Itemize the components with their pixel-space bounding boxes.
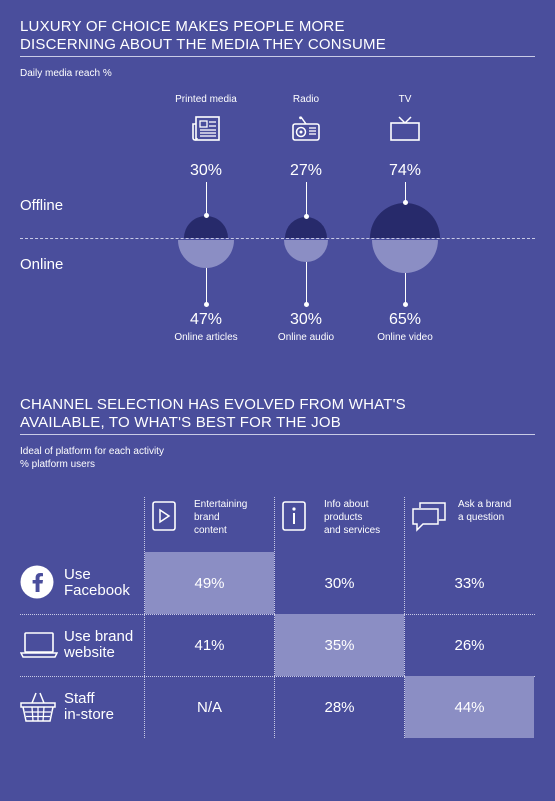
table-cell: 44%: [405, 676, 534, 738]
offline-value-label: 30%: [189, 162, 223, 179]
row-label: Staff in-store: [64, 691, 114, 723]
table-cell: N/A: [196, 698, 222, 716]
online-leader-dot: [304, 302, 309, 307]
column-header-line: Info about: [324, 499, 369, 510]
section1-rule: [20, 56, 535, 57]
column-header-line: Ask a brand: [458, 499, 512, 510]
radio-icon: [291, 116, 321, 142]
online-leader-dot: [403, 302, 408, 307]
section2-title-line1: CHANNEL SELECTION HAS EVOLVED FROM WHAT'…: [20, 396, 406, 413]
offline-leader-dot: [204, 212, 209, 218]
laptop-icon: [20, 632, 58, 658]
offline-semicircle: [183, 215, 229, 238]
row-label: Use Facebook: [64, 567, 130, 599]
online-leader-dot: [204, 302, 209, 307]
table-row-divider: [20, 676, 535, 677]
online-value-label: 65%: [388, 311, 422, 328]
offline-media-label: Radio: [292, 94, 320, 105]
section2-title: CHANNEL SELECTION HAS EVOLVED FROM WHAT'…: [20, 396, 406, 432]
online-media-label: Online video: [377, 332, 433, 343]
section2-subtitle: Ideal of platform for each activity % pl…: [20, 445, 164, 471]
column-header: Entertaining brand content: [194, 498, 247, 537]
section1-subtitle: Daily media reach %: [20, 68, 112, 79]
table-cell: 41%: [194, 636, 225, 654]
table-column-divider: [274, 497, 275, 738]
column-header: Ask a brand a question: [458, 498, 511, 524]
online-semicircle: [371, 240, 439, 274]
offline-media-label: TV: [398, 94, 412, 105]
offline-semicircle: [284, 216, 328, 238]
table-cell: 49%: [145, 552, 274, 614]
offline-online-divider: [20, 238, 535, 239]
column-header-line: a question: [458, 512, 505, 523]
row-label-line: Use brand: [64, 628, 134, 645]
table-cell: 33%: [454, 574, 485, 592]
column-header-line: products: [324, 512, 363, 523]
online-semicircle: [177, 240, 235, 269]
online-value-label: 30%: [289, 311, 323, 328]
column-header-line: and services: [324, 525, 381, 536]
basket-icon: [20, 691, 56, 723]
online-leader-line: [306, 262, 307, 305]
chat-icon: [412, 502, 446, 532]
facebook-icon: [20, 565, 54, 599]
online-leader-line: [405, 273, 406, 305]
column-header: Info about products and services: [324, 498, 380, 537]
info-icon: [282, 501, 306, 531]
row-label-line: Facebook: [64, 582, 130, 599]
table-column-divider: [144, 497, 145, 738]
section1-title: LUXURY OF CHOICE MAKES PEOPLE MORE DISCE…: [20, 18, 386, 54]
online-label: Online: [20, 256, 64, 273]
offline-value-label: 27%: [289, 162, 323, 179]
offline-value-label: 74%: [388, 162, 422, 179]
table-cell: 30%: [324, 574, 355, 592]
table-column-divider: [404, 497, 405, 738]
column-header-line: Entertaining: [194, 499, 248, 510]
row-label-line: Use: [64, 566, 91, 583]
offline-leader-line: [206, 182, 207, 216]
online-semicircle: [283, 240, 329, 263]
row-label-line: in-store: [64, 706, 115, 723]
online-media-label: Online audio: [277, 332, 335, 343]
row-label-line: Staff: [64, 690, 95, 707]
play-icon: [152, 501, 176, 531]
offline-leader-line: [405, 182, 406, 203]
section2-subtitle-line1: Ideal of platform for each activity: [20, 446, 164, 457]
table-cell: 26%: [454, 636, 485, 654]
section1-title-line2: DISCERNING ABOUT THE MEDIA THEY CONSUME: [20, 36, 386, 53]
column-header-line: brand: [194, 512, 220, 523]
column-header-line: content: [194, 525, 227, 536]
tv-icon: [390, 116, 420, 142]
section2-subtitle-line2: % platform users: [20, 459, 96, 470]
newspaper-icon: [191, 116, 221, 142]
offline-leader-dot: [403, 199, 408, 205]
section1-title-line1: LUXURY OF CHOICE MAKES PEOPLE MORE: [20, 18, 345, 35]
table-cell: 35%: [275, 614, 404, 676]
row-label-line: website: [64, 644, 115, 661]
offline-leader-line: [306, 182, 307, 217]
offline-semicircle: [369, 202, 441, 238]
row-label: Use brand website: [64, 629, 133, 661]
section2-title-line2: AVAILABLE, TO WHAT'S BEST FOR THE JOB: [20, 414, 341, 431]
offline-label: Offline: [20, 197, 64, 214]
table-cell: 28%: [324, 698, 355, 716]
section2-rule: [20, 434, 535, 435]
offline-media-label: Printed media: [175, 94, 237, 105]
online-media-label: Online articles: [174, 332, 238, 343]
online-leader-line: [206, 268, 207, 305]
offline-leader-dot: [304, 213, 309, 219]
online-value-label: 47%: [189, 311, 223, 328]
